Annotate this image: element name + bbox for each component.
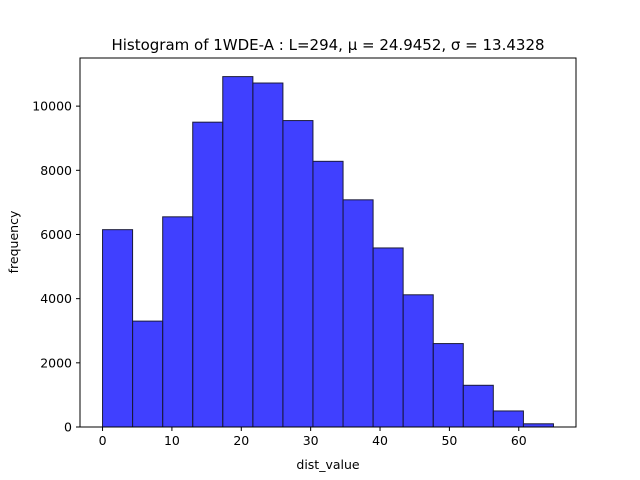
x-tick-label-4: 40 [372,433,388,448]
y-tick-label-3: 6000 [40,227,72,242]
histogram-bar-4 [222,76,254,428]
y-tick-label-0: 0 [64,420,72,435]
y-axis-ticks: 0 2000 4000 6000 8000 10000 [32,99,80,435]
y-tick-label-4: 8000 [40,163,72,178]
y-tick-label-5: 10000 [32,99,72,114]
chart-title: Histogram of 1WDE-A : L=294, μ = 24.9452… [111,36,544,54]
y-axis-label: frequency [6,210,21,273]
histogram-bar-8 [342,199,374,428]
x-tick-label-3: 30 [303,433,319,448]
histogram-bar-1 [132,320,164,428]
x-tick-label-2: 20 [233,433,249,448]
histogram-bar-2 [162,216,194,428]
histogram-bar-10 [402,294,434,428]
histogram-bar-3 [192,121,224,428]
x-tick-label-5: 50 [441,433,457,448]
x-axis-ticks: 0 10 20 30 40 50 60 [99,427,527,448]
x-axis-label: dist_value [296,457,360,472]
histogram-bar-6 [282,120,314,428]
histogram-bar-12 [462,384,494,428]
histogram-bar-9 [372,247,404,428]
plot-frame [79,57,577,428]
histogram-bar-7 [312,160,344,428]
bars-group [102,76,554,428]
histogram-bar-11 [432,343,464,428]
histogram-bar-5 [252,82,284,428]
x-tick-label-6: 60 [511,433,527,448]
x-tick-label-1: 10 [164,433,180,448]
y-tick-label-1: 2000 [40,355,72,370]
histogram-bar-13 [492,410,524,428]
histogram-bar-0 [102,229,134,428]
y-tick-label-2: 4000 [40,291,72,306]
x-tick-label-0: 0 [99,433,107,448]
